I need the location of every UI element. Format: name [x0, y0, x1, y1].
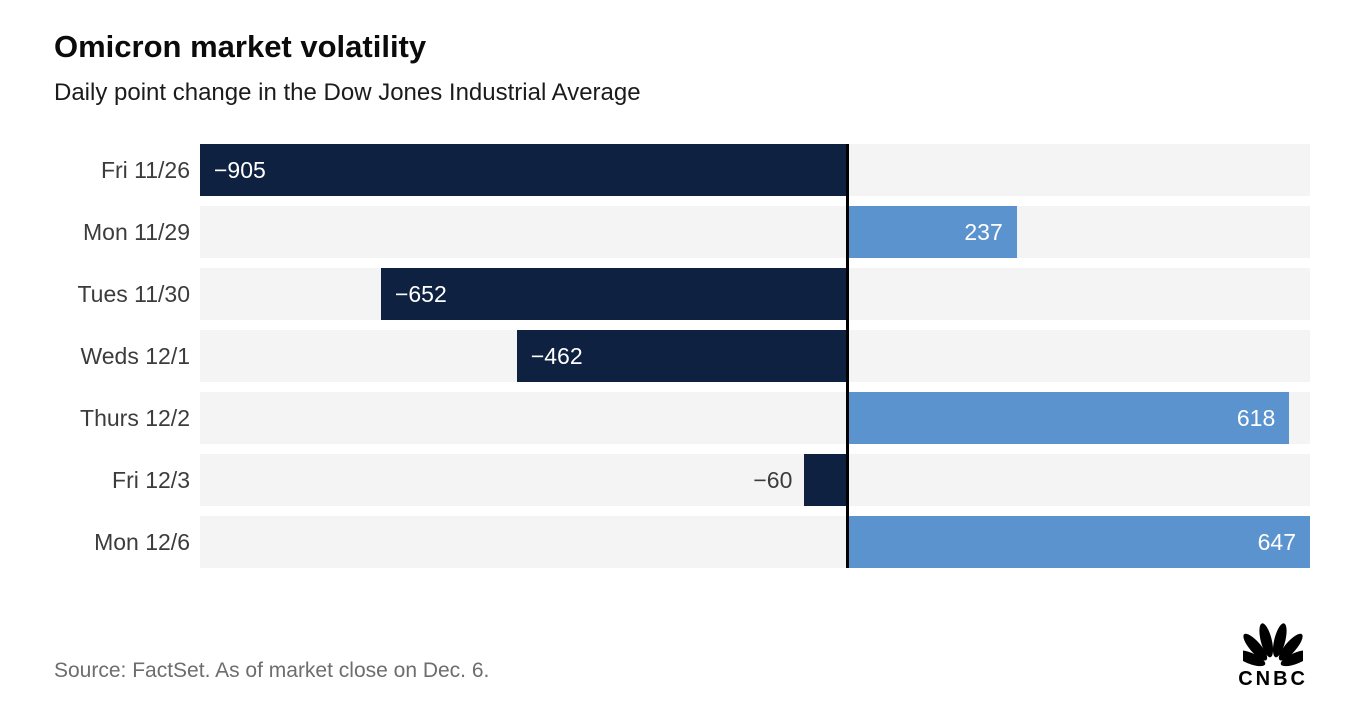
- row-label: Mon 12/6: [94, 528, 190, 555]
- bar-track: −60: [200, 453, 1310, 506]
- bar-value-label: −462: [530, 342, 583, 369]
- row-label: Tues 11/30: [77, 280, 190, 307]
- negative-bar: −905: [200, 143, 848, 196]
- bar-value-label: −652: [394, 280, 447, 307]
- chart-footer: Source: FactSet. As of market close on D…: [54, 620, 1310, 691]
- row-label: Weds 12/1: [80, 342, 190, 369]
- row-label: Fri 11/26: [100, 156, 190, 183]
- bar-track: −652: [200, 267, 1310, 320]
- zero-baseline: [845, 143, 849, 568]
- bar-track: 618: [200, 391, 1310, 444]
- positive-bar: 618: [847, 391, 1290, 444]
- chart-subtitle: Daily point change in the Dow Jones Indu…: [54, 79, 641, 107]
- cnbc-logo-text: CNBC: [1238, 667, 1308, 690]
- negative-bar: −462: [516, 329, 848, 382]
- bar-chart: Fri 11/26 Mon 11/29 Tues 11/30 Weds 12/1 Thu…: [54, 143, 1310, 568]
- negative-bar: [804, 453, 848, 506]
- bar-track: −462: [200, 329, 1310, 382]
- bar-value-label: −905: [214, 156, 266, 183]
- bar-track: −905: [200, 143, 1310, 196]
- row-label: Mon 11/29: [83, 218, 190, 245]
- bar-value-label: 237: [964, 218, 1003, 245]
- bar-value-label: 647: [1257, 528, 1296, 555]
- peacock-icon: [1243, 623, 1304, 667]
- bar-track: 647: [200, 515, 1310, 568]
- positive-bar: 647: [847, 515, 1310, 568]
- negative-bar: −652: [380, 267, 848, 320]
- plot-area: −905 237 −652 −462 618 −60 647: [200, 143, 1310, 568]
- row-label: Thurs 12/2: [80, 404, 190, 431]
- chart-title: Omicron market volatility: [54, 29, 427, 64]
- bar-value-label: 618: [1236, 404, 1276, 431]
- bar-track: 237: [200, 205, 1310, 258]
- bar-value-label: −60: [753, 466, 793, 493]
- cnbc-logo: CNBC: [1238, 620, 1310, 691]
- source-note: Source: FactSet. As of market close on D…: [54, 658, 490, 682]
- category-labels-column: Fri 11/26 Mon 11/29 Tues 11/30 Weds 12/1 Thu…: [54, 144, 200, 568]
- row-label: Fri 12/3: [112, 466, 190, 493]
- positive-bar: 237: [847, 205, 1017, 258]
